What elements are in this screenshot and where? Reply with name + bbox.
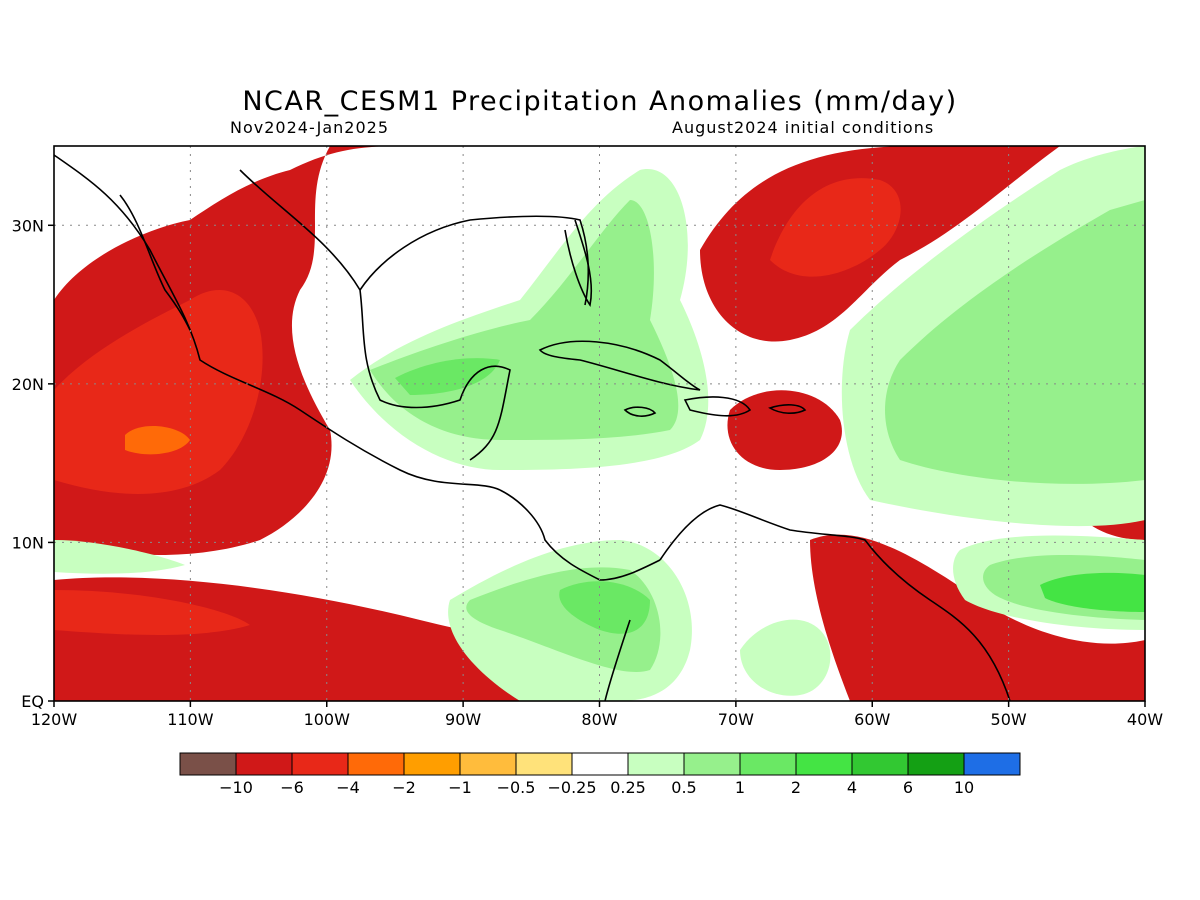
graticule (54, 146, 1145, 701)
latitude-labels: 30N 20N 10N EQ (12, 216, 54, 711)
dry-core-baja (54, 290, 263, 494)
colorbar-label: −0.25 (547, 778, 596, 797)
lon-label: 110W (167, 710, 214, 729)
lon-label: 40W (1127, 710, 1163, 729)
lat-label: EQ (21, 692, 44, 711)
colorbar-swatch (291, 752, 349, 776)
colorbar-swatch (459, 752, 517, 776)
colorbar-label: 6 (903, 778, 913, 797)
lon-label: 50W (991, 710, 1027, 729)
lon-label: 90W (445, 710, 481, 729)
coastline-mexico-pacific (54, 154, 501, 491)
colorbar-label: −1 (448, 778, 472, 797)
colorbar-label: −6 (280, 778, 304, 797)
colorbar-swatch (403, 752, 461, 776)
colorbar-swatch (515, 752, 573, 776)
lon-label: 100W (304, 710, 351, 729)
colorbar-swatch (739, 752, 797, 776)
lat-label: 30N (12, 216, 44, 235)
colorbar-swatch (907, 752, 965, 776)
colorbar-swatch (235, 752, 293, 776)
wet-central-atlantic-core (885, 200, 1145, 484)
dry-northern-caribbean (727, 390, 842, 470)
coastline-florida (564, 219, 593, 308)
colorbar-swatch (963, 752, 1021, 776)
colorbar-label: 0.5 (671, 778, 696, 797)
lon-label: 120W (31, 710, 78, 729)
lon-label: 70W (718, 710, 754, 729)
coastline-gulf-of-mexico (239, 169, 511, 461)
colorbar-swatch (795, 752, 853, 776)
coastline-baja (119, 194, 191, 331)
wet-eastern-pacific-west (54, 540, 185, 574)
dry-core-pacific-band (54, 590, 250, 635)
dry-guianas (810, 534, 1145, 701)
colorbar-swatch (347, 752, 405, 776)
colorbar-label: 2 (791, 778, 801, 797)
dry-core-north-atlantic (770, 178, 901, 277)
colorbar-label: −0.5 (497, 778, 536, 797)
coastlines (54, 154, 1011, 701)
color-scale-bar (179, 752, 1021, 776)
colorbar-label: 0.25 (610, 778, 646, 797)
coastline-jamaica (623, 406, 657, 417)
colorbar-swatch (571, 752, 629, 776)
colorbar-swatch (683, 752, 741, 776)
colorbar-label: 4 (847, 778, 857, 797)
map-title: NCAR_CESM1 Precipitation Anomalies (mm/d… (242, 86, 958, 117)
colorbar-label: −2 (392, 778, 416, 797)
forecast-period: Nov2024-Jan2025 (230, 118, 389, 137)
coastline-cuba (538, 340, 701, 391)
anomaly-fields (54, 146, 1145, 701)
colorbar-swatch (851, 752, 909, 776)
coastline-south-america-west (604, 619, 631, 701)
dry-maximum-west-pacific (125, 425, 190, 455)
wet-gulf-max (395, 358, 500, 395)
wet-venezuela-interior (740, 619, 831, 696)
colorbar-label: 10 (954, 778, 974, 797)
colorbar-swatch (627, 752, 685, 776)
coastline-central-america (499, 489, 661, 581)
coastline-south-america-north (659, 504, 1011, 701)
colorbar-swatch (179, 752, 237, 776)
initial-conditions: August2024 initial conditions (672, 118, 935, 137)
wet-tropical-atlantic-max (1040, 572, 1145, 612)
color-scale-labels: −10 −6 −4 −2 −1 −0.5 −0.25 0.25 0.5 1 2 4 6 10 (219, 778, 974, 797)
coastline-hispaniola (683, 396, 752, 417)
colorbar-label: 1 (735, 778, 745, 797)
lat-label: 20N (12, 375, 44, 394)
lat-label: 10N (12, 533, 44, 552)
colorbar-label: −10 (219, 778, 253, 797)
lon-label: 60W (854, 710, 890, 729)
wet-panama-max (559, 581, 650, 634)
lon-label: 80W (581, 710, 617, 729)
coastline-puerto-rico (768, 404, 807, 414)
longitude-labels: 120W 110W 100W 90W 80W 70W 60W 50W 40W (31, 701, 1163, 729)
colorbar-label: −4 (336, 778, 360, 797)
